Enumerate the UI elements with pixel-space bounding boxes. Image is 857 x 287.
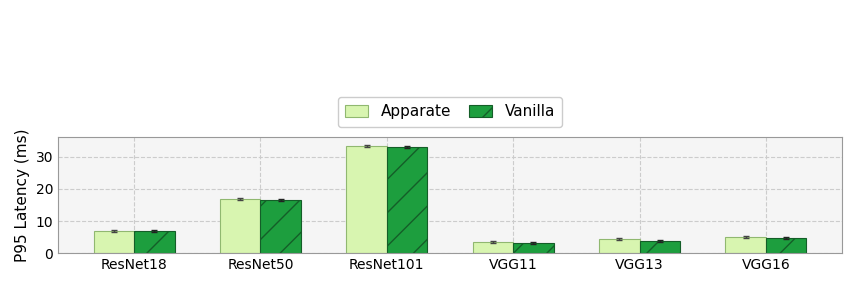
Bar	[134, 231, 175, 253]
Bar	[473, 242, 513, 253]
Legend: Apparate, Vanilla: Apparate, Vanilla	[338, 96, 562, 127]
Bar	[261, 200, 301, 253]
Bar	[726, 237, 766, 253]
Bar	[639, 241, 680, 253]
Bar	[387, 147, 428, 253]
Bar	[346, 146, 387, 253]
Bar	[93, 231, 134, 253]
Y-axis label: P95 Latency (ms): P95 Latency (ms)	[15, 129, 30, 262]
Bar	[599, 239, 639, 253]
Bar	[513, 243, 554, 253]
Bar	[220, 199, 261, 253]
Bar	[766, 238, 806, 253]
